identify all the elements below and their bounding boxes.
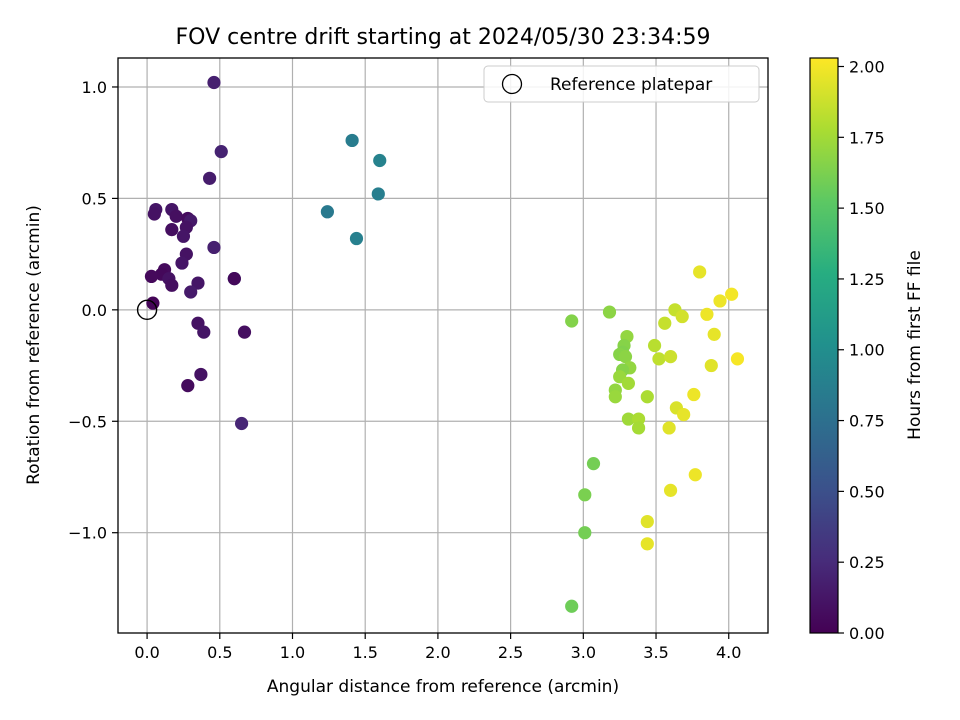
- y-tick-label: 0.5: [82, 189, 107, 208]
- data-point: [345, 133, 359, 148]
- x-axis-label: Angular distance from reference (arcmin): [267, 677, 619, 697]
- data-point: [169, 209, 183, 223]
- data-point: [181, 379, 195, 393]
- data-point: [704, 358, 718, 373]
- plot-frame: [117, 57, 769, 634]
- scatter-points: [144, 75, 745, 613]
- y-axis-ticks: 1.0 0.5 0.0 −0.5 −1.0: [68, 78, 118, 543]
- data-point: [647, 338, 662, 353]
- colorbar-tick-label: 0.25: [849, 553, 885, 572]
- y-tick-label: 0.0: [82, 301, 107, 320]
- x-tick-label: 2.5: [498, 643, 523, 662]
- data-point: [371, 187, 385, 201]
- reference-marker-group: [136, 299, 158, 321]
- data-point: [214, 145, 228, 159]
- colorbar-tick-label: 1.75: [849, 128, 885, 147]
- data-point: [631, 421, 646, 435]
- grid-lines: [118, 58, 768, 633]
- colorbar-tick-label: 0.75: [849, 412, 885, 431]
- data-point: [175, 256, 189, 270]
- colorbar-label: Hours from first FF file: [905, 250, 925, 440]
- y-tick-label: 1.0: [82, 78, 107, 97]
- y-axis-label: Rotation from reference (arcmin): [24, 205, 44, 485]
- data-point: [663, 483, 678, 497]
- x-tick-label: 4.0: [716, 643, 741, 662]
- data-point: [197, 325, 211, 339]
- data-point: [688, 468, 702, 482]
- colorbar-tick-label: 1.50: [849, 199, 885, 218]
- colorbar-tick-label: 2.00: [849, 57, 885, 76]
- colorbar: 0.00 0.25 0.50 0.75 1.00 1.25 1.50 1.75 2.00 Hou…: [809, 57, 925, 643]
- data-point: [184, 285, 198, 299]
- data-point: [640, 514, 654, 529]
- data-point: [144, 269, 159, 284]
- data-point: [207, 240, 221, 255]
- data-point: [320, 205, 334, 219]
- data-point: [652, 352, 666, 366]
- x-tick-label: 3.0: [571, 643, 596, 662]
- colorbar-tick-label: 0.00: [849, 624, 885, 643]
- data-point: [693, 265, 707, 279]
- y-tick-label: −0.5: [68, 412, 107, 431]
- data-point: [237, 325, 252, 339]
- data-point: [235, 416, 249, 431]
- data-point: [165, 223, 179, 237]
- data-point: [663, 350, 678, 364]
- legend-reference-marker: [501, 73, 523, 95]
- data-point: [176, 229, 191, 243]
- x-tick-label: 0.5: [207, 643, 232, 662]
- data-point: [147, 207, 161, 221]
- data-point: [677, 407, 691, 422]
- data-point: [621, 376, 636, 390]
- colorbar-tick-label: 0.50: [849, 482, 885, 501]
- data-point: [725, 287, 739, 301]
- colorbar-gradient: [810, 58, 838, 633]
- data-point: [640, 390, 654, 404]
- data-point: [203, 171, 217, 185]
- legend-box: [483, 65, 760, 103]
- data-point: [373, 153, 387, 168]
- data-point: [207, 75, 221, 90]
- data-point: [618, 350, 633, 364]
- colorbar-frame: [809, 57, 839, 634]
- data-point: [565, 599, 579, 613]
- data-point: [349, 231, 364, 246]
- data-point: [658, 316, 672, 330]
- data-point: [687, 387, 701, 402]
- x-tick-label: 2.0: [425, 643, 450, 662]
- data-point: [578, 488, 592, 502]
- x-tick-label: 3.5: [643, 643, 668, 662]
- chart-title: FOV centre drift starting at 2024/05/30 …: [176, 25, 711, 50]
- colorbar-tick-label: 1.00: [849, 341, 885, 360]
- data-point: [578, 526, 592, 540]
- data-point: [700, 307, 714, 321]
- colorbar-ticks: 0.00 0.25 0.50 0.75 1.00 1.25 1.50 1.75 2.00: [838, 57, 885, 643]
- data-point: [640, 537, 654, 551]
- data-point: [730, 352, 745, 366]
- legend: Reference platepar: [483, 65, 760, 103]
- reference-marker: [136, 299, 158, 321]
- data-point: [194, 367, 208, 382]
- data-point: [707, 327, 721, 341]
- data-point: [621, 412, 636, 426]
- colorbar-tick-label: 1.25: [849, 270, 885, 289]
- y-tick-label: −1.0: [68, 524, 107, 543]
- data-point: [662, 421, 676, 435]
- data-point: [191, 276, 205, 290]
- legend-entry-reference-platepar: Reference platepar: [550, 75, 712, 95]
- data-point: [565, 314, 579, 328]
- data-point: [602, 305, 617, 319]
- x-tick-label: 1.5: [352, 643, 377, 662]
- x-tick-label: 0.0: [134, 643, 159, 662]
- x-tick-label: 1.0: [280, 643, 305, 662]
- data-point: [165, 278, 179, 292]
- data-point: [713, 294, 727, 308]
- data-point: [586, 457, 601, 471]
- data-point: [675, 309, 689, 324]
- data-point: [608, 390, 622, 404]
- data-point: [227, 272, 241, 286]
- x-axis-ticks: 0.0 0.5 1.0 1.5 2.0 2.5 3.0 3.5 4.0: [134, 633, 741, 662]
